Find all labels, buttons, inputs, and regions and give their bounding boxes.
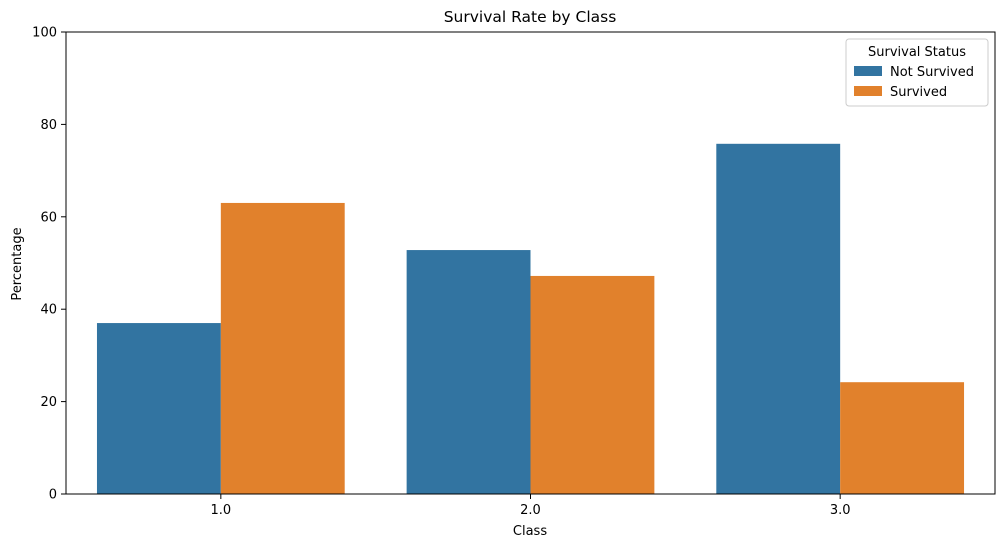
bar: [406, 250, 531, 494]
bar: [96, 323, 221, 494]
y-tick-label: 80: [40, 118, 57, 133]
legend-label: Not Survived: [890, 65, 974, 80]
y-tick-label: 40: [40, 303, 57, 318]
legend-swatch: [854, 66, 882, 76]
x-tick-label: 1.0: [210, 503, 231, 518]
bar: [220, 202, 345, 494]
bar: [840, 382, 965, 494]
plot-area: 0 20 40 60 80 100 1.0 2.0 3.0: [32, 26, 996, 518]
bar: [716, 143, 841, 495]
chart-title: Survival Rate by Class: [444, 8, 617, 26]
legend-label: Survived: [890, 85, 947, 100]
x-axis-label: Class: [513, 524, 547, 539]
legend: Survival Status Not Survived Survived: [845, 38, 989, 107]
y-tick-label: 60: [40, 210, 57, 225]
y-axis-label: Percentage: [10, 227, 25, 300]
x-tick-label: 2.0: [520, 503, 541, 518]
legend-swatch: [854, 86, 882, 96]
y-tick-label: 100: [32, 26, 57, 41]
y-tick-label: 0: [49, 488, 57, 503]
x-tick-label: 3.0: [830, 503, 851, 518]
legend-title: Survival Status: [868, 45, 966, 60]
bar: [530, 275, 655, 494]
y-tick-label: 20: [40, 395, 57, 410]
